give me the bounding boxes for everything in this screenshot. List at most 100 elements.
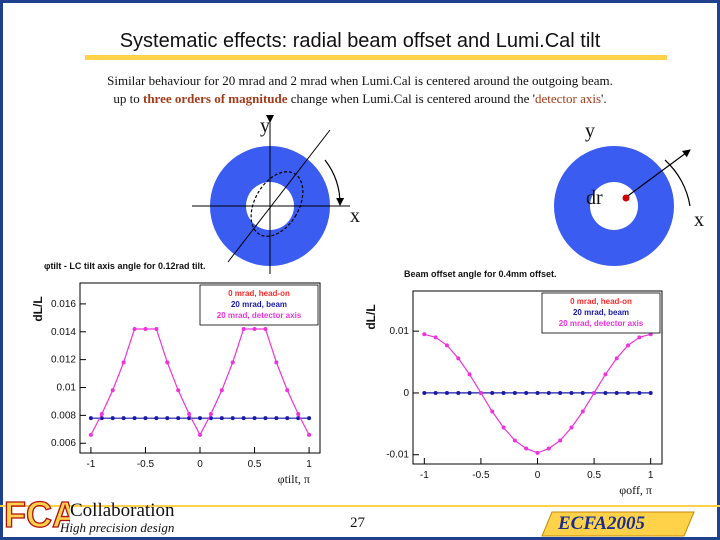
y-label: y: [260, 115, 270, 137]
y-axis-label: dL/L: [31, 296, 45, 321]
data-point: [569, 425, 574, 430]
data-point: [263, 326, 268, 331]
legend-box: [199, 284, 319, 326]
data-point: [263, 416, 268, 421]
data-point: [626, 390, 631, 395]
tilt-chart: 0.006 0.008 0.01 0.012 0.014 0.016 -1 -0.5 0 0.5 1…: [31, 261, 321, 486]
data-point: [558, 390, 563, 395]
y-tick-label: 0.012: [51, 355, 76, 366]
offset-direction-arrow: [624, 149, 691, 199]
data-point: [307, 432, 312, 437]
intro-line-2-highlight: three orders of magnitude: [142, 91, 288, 106]
x-tick-label: -1: [420, 470, 429, 481]
page-number: 27: [350, 515, 365, 531]
x-tick-label: 0.5: [587, 470, 601, 481]
data-point: [285, 388, 290, 393]
data-point: [501, 390, 506, 395]
data-point: [456, 390, 461, 395]
tagline: High precision design: [60, 520, 175, 535]
data-point: [422, 332, 427, 337]
y-tick-label: 0.01: [57, 383, 77, 394]
legend-box: [541, 292, 661, 334]
data-point: [110, 388, 115, 393]
data-point: [121, 416, 126, 421]
title-underline: [85, 55, 667, 60]
data-point: [524, 390, 529, 395]
data-point: [307, 416, 312, 421]
data-point: [274, 416, 279, 421]
data-point: [433, 390, 438, 395]
x-tick-label: 1: [648, 470, 654, 481]
y-tick-label: 0.014: [51, 327, 76, 338]
data-point: [230, 360, 235, 365]
legend-entry: 20 mrad, beam: [231, 300, 287, 309]
y-tick-label: 0.01: [390, 326, 410, 337]
slide-title: Systematic effects: radial beam offset a…: [119, 30, 601, 52]
data-point: [176, 388, 181, 393]
data-point: [648, 390, 653, 395]
data-point: [614, 390, 619, 395]
intro-line-2-mid: change when Lumi.Cal is centered around …: [287, 91, 535, 106]
data-point: [478, 390, 483, 395]
data-point: [512, 390, 517, 395]
x-tick-label: 0: [197, 459, 203, 470]
data-point: [524, 446, 529, 451]
data-point: [456, 356, 461, 361]
inner-hole: [590, 182, 638, 230]
data-point: [219, 388, 224, 393]
x-tick-label: 0.5: [248, 459, 262, 470]
x-axis-label: φoff, π: [619, 483, 652, 497]
x-tick-label: -0.5: [472, 470, 490, 481]
data-point: [132, 326, 137, 331]
data-point: [176, 416, 181, 421]
intro-line-2-post: '.: [601, 91, 607, 106]
data-point: [296, 411, 301, 416]
x-label: x: [694, 209, 704, 231]
y-label: y: [585, 120, 595, 142]
ecfa-badge: [541, 511, 695, 537]
data-point: [143, 326, 148, 331]
data-point: [433, 335, 438, 340]
data-point: [558, 438, 563, 443]
x-axis-label: φtilt, π: [278, 472, 310, 486]
data-point: [422, 390, 427, 395]
tilted-ellipse: [250, 171, 304, 237]
ecfa-name: ECFA: [558, 513, 607, 534]
footer-rule: [0, 505, 720, 507]
data-point: [592, 390, 597, 395]
data-point: [637, 390, 642, 395]
data-point: [467, 390, 472, 395]
ecfa-badge-shape: [541, 511, 695, 537]
chart-title: φtilt - LC tilt axis angle for 0.12rad t…: [44, 261, 205, 271]
legend-entry: 20 mrad, detector axis: [217, 311, 302, 320]
data-point: [603, 390, 608, 395]
data-point: [535, 450, 540, 455]
data-point: [490, 409, 495, 414]
left-tilt-diagram: y x: [192, 115, 360, 274]
offset-angle-arc: [664, 159, 691, 207]
data-point: [490, 390, 495, 395]
data-point: [121, 360, 126, 365]
data-point: [274, 360, 279, 365]
intro-line-1: Similar behaviour for 20 mrad and 2 mrad…: [107, 73, 613, 88]
x-tick-label: -0.5: [137, 459, 155, 470]
intro-line-2-detector-axis: detector axis: [534, 91, 602, 106]
data-point: [99, 411, 104, 416]
data-point: [198, 432, 202, 437]
data-point: [88, 432, 93, 437]
data-point: [444, 390, 449, 395]
data-point: [569, 390, 574, 395]
ecfa-year: 2005: [606, 513, 645, 534]
data-point: [198, 416, 202, 421]
ecfa-label: ECFA2005: [558, 513, 645, 535]
data-point: [219, 416, 224, 421]
data-point: [614, 356, 619, 361]
fcal-logo-text: FCAL: [4, 494, 70, 532]
x-tick-label: -1: [86, 459, 95, 470]
data-point: [467, 372, 472, 377]
data-point: [154, 416, 159, 421]
data-point: [252, 416, 257, 421]
data-point: [626, 343, 631, 348]
data-point: [546, 446, 551, 451]
